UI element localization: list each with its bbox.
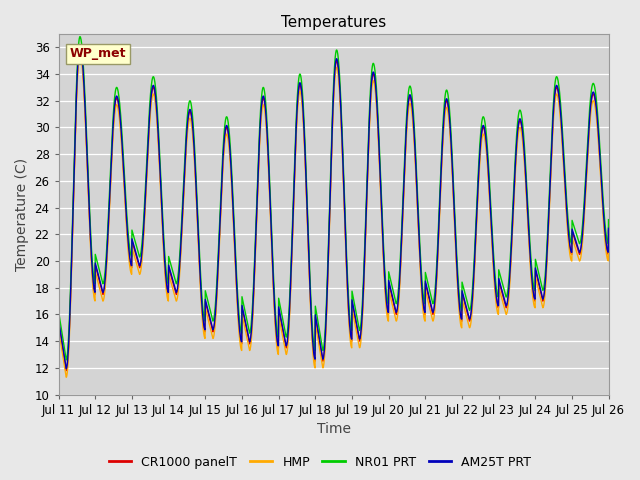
- CR1000 panelT: [76, 45, 84, 50]
- NR01 PRT: [209, 316, 216, 322]
- CR1000 panelT: [557, 109, 564, 115]
- AM25T PRT: [209, 325, 216, 331]
- AM25T PRT: [350, 306, 358, 312]
- HMP: [350, 315, 358, 321]
- NR01 PRT: [76, 34, 84, 39]
- NR01 PRT: [572, 229, 579, 235]
- NR01 PRT: [62, 357, 70, 363]
- AM25T PRT: [76, 42, 84, 48]
- HMP: [76, 51, 84, 57]
- HMP: [62, 374, 70, 380]
- HMP: [572, 246, 579, 252]
- AM25T PRT: [494, 301, 502, 307]
- CR1000 panelT: [350, 308, 358, 314]
- Line: AM25T PRT: AM25T PRT: [59, 45, 609, 369]
- CR1000 panelT: [62, 368, 70, 373]
- HMP: [209, 334, 216, 340]
- HMP: [362, 230, 370, 236]
- CR1000 panelT: [362, 223, 370, 229]
- NR01 PRT: [362, 213, 370, 218]
- AM25T PRT: [62, 366, 70, 372]
- NR01 PRT: [494, 293, 502, 299]
- AM25T PRT: [605, 226, 612, 231]
- CR1000 panelT: [605, 228, 612, 233]
- CR1000 panelT: [209, 327, 216, 333]
- CR1000 panelT: [55, 319, 63, 325]
- HMP: [55, 326, 63, 332]
- Text: WP_met: WP_met: [70, 48, 126, 60]
- NR01 PRT: [557, 98, 564, 104]
- HMP: [605, 234, 612, 240]
- X-axis label: Time: Time: [317, 422, 351, 436]
- Y-axis label: Temperature (C): Temperature (C): [15, 158, 29, 271]
- NR01 PRT: [350, 298, 358, 303]
- Title: Temperatures: Temperatures: [281, 15, 386, 30]
- AM25T PRT: [55, 317, 63, 323]
- Legend: CR1000 panelT, HMP, NR01 PRT, AM25T PRT: CR1000 panelT, HMP, NR01 PRT, AM25T PRT: [104, 451, 536, 474]
- NR01 PRT: [605, 217, 612, 223]
- Line: NR01 PRT: NR01 PRT: [59, 36, 609, 360]
- HMP: [494, 311, 502, 316]
- HMP: [557, 116, 564, 121]
- AM25T PRT: [362, 221, 370, 227]
- AM25T PRT: [572, 238, 579, 243]
- NR01 PRT: [55, 309, 63, 314]
- CR1000 panelT: [494, 304, 502, 310]
- Line: HMP: HMP: [59, 54, 609, 377]
- CR1000 panelT: [572, 240, 579, 245]
- Line: CR1000 panelT: CR1000 panelT: [59, 48, 609, 371]
- AM25T PRT: [557, 107, 564, 112]
